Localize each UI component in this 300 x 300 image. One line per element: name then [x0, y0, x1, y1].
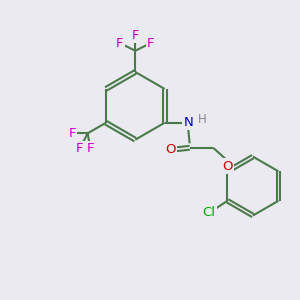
Text: F: F: [68, 127, 76, 140]
Text: H: H: [198, 113, 207, 126]
Text: F: F: [116, 37, 124, 50]
Text: F: F: [131, 29, 139, 42]
Text: Cl: Cl: [203, 206, 216, 219]
Text: F: F: [76, 142, 84, 155]
Text: O: O: [223, 160, 233, 172]
Text: F: F: [147, 37, 154, 50]
Text: O: O: [165, 143, 176, 156]
Text: N: N: [183, 116, 193, 129]
Text: F: F: [87, 142, 94, 155]
